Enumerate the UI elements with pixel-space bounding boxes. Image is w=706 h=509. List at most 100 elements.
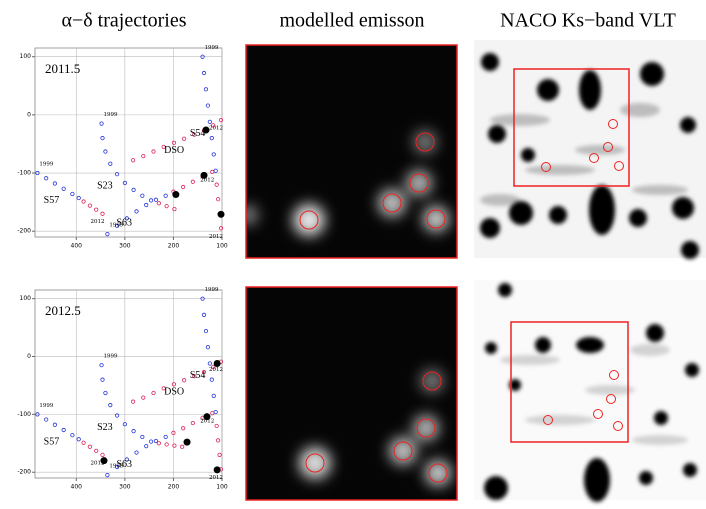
track-point	[203, 328, 209, 334]
star-label: S57	[44, 436, 60, 447]
track-point	[114, 464, 120, 470]
track-point	[211, 393, 216, 398]
star-label: DSO	[164, 145, 184, 156]
track-point	[52, 422, 58, 427]
track-point	[148, 439, 154, 444]
panel-title: α−δ trajectories	[61, 10, 186, 32]
track-point	[182, 378, 187, 383]
track-point	[124, 216, 129, 221]
track-point	[209, 377, 214, 382]
year-label: 2012	[209, 475, 223, 481]
year-label: 1999	[39, 403, 53, 409]
track-point	[209, 136, 214, 141]
track-point	[134, 450, 139, 455]
year-label: 2012	[91, 460, 105, 466]
current-position	[183, 438, 191, 446]
track-point	[35, 170, 40, 176]
track-point	[181, 184, 186, 190]
year-label: 2012	[200, 177, 214, 183]
epoch-label: 2012.5	[45, 303, 81, 318]
track-point	[200, 296, 205, 301]
track-point	[192, 374, 197, 379]
current-position	[203, 413, 211, 421]
track-point	[105, 473, 110, 478]
x-tick-label: 100	[216, 484, 228, 491]
track-point	[76, 437, 81, 442]
y-tick-label: -100	[17, 411, 31, 418]
track-point	[94, 448, 99, 453]
track-point	[100, 452, 105, 457]
track-point	[105, 231, 110, 237]
track-point	[151, 390, 156, 396]
track-point	[216, 197, 221, 202]
track-point	[192, 132, 197, 137]
track-point	[44, 417, 49, 422]
track-point	[171, 430, 176, 435]
star-label: DSO	[164, 387, 184, 398]
year-label: 1999	[109, 464, 123, 470]
track-point	[52, 181, 58, 186]
track-point	[81, 199, 86, 204]
track-point	[171, 140, 177, 145]
track-point	[35, 412, 40, 417]
track-point	[181, 426, 186, 431]
track-point	[161, 386, 166, 391]
track-point	[218, 226, 224, 231]
year-label: 1999	[104, 354, 118, 360]
track-point	[70, 191, 75, 197]
year-label: 1999	[109, 223, 123, 229]
current-position	[172, 191, 180, 199]
track-point	[87, 203, 92, 208]
track-point	[131, 158, 136, 163]
track-point	[76, 195, 81, 201]
track-point	[207, 119, 212, 124]
x-tick-label: 200	[168, 484, 180, 491]
model-image	[245, 286, 458, 501]
track-point	[144, 444, 149, 449]
track-point	[216, 438, 221, 443]
current-position	[200, 171, 208, 179]
track-point	[114, 413, 120, 418]
x-tick-label: 100	[216, 243, 228, 250]
track-point	[100, 377, 105, 382]
star-label: S23	[97, 422, 113, 433]
track-point	[153, 197, 159, 202]
naco-image	[474, 280, 706, 502]
track-point	[218, 118, 224, 123]
y-tick-label: 0	[27, 111, 31, 118]
plot-frame	[34, 289, 223, 479]
track-point	[214, 423, 219, 429]
track-point	[205, 103, 211, 108]
track-point	[140, 434, 145, 440]
year-label: 1999	[104, 112, 118, 118]
year-label: 1999	[205, 287, 219, 293]
model-image	[238, 44, 458, 259]
year-label: 2012	[209, 126, 223, 132]
track-point	[200, 54, 205, 59]
track-point	[203, 87, 209, 92]
current-position	[100, 457, 108, 465]
year-label: 2012	[209, 367, 223, 373]
track-point	[100, 136, 105, 141]
track-point	[163, 434, 168, 440]
track-point	[99, 121, 104, 126]
x-tick-label: 300	[119, 243, 131, 250]
current-position	[213, 466, 221, 474]
track-point	[99, 363, 104, 368]
track-point	[182, 136, 187, 141]
track-point	[94, 207, 99, 212]
x-tick-label: 200	[168, 243, 180, 250]
year-label: 2012	[209, 234, 223, 240]
naco-image	[474, 40, 706, 259]
track-point	[131, 429, 136, 434]
x-tick-label: 400	[71, 484, 83, 491]
star-label: S63	[117, 459, 133, 470]
year-label: 1999	[205, 45, 219, 51]
track-point	[141, 395, 146, 400]
track-point	[151, 149, 156, 154]
track-point	[156, 201, 161, 206]
track-point	[213, 409, 218, 415]
track-point	[164, 204, 169, 209]
track-point	[124, 457, 129, 462]
track-point	[164, 442, 169, 447]
